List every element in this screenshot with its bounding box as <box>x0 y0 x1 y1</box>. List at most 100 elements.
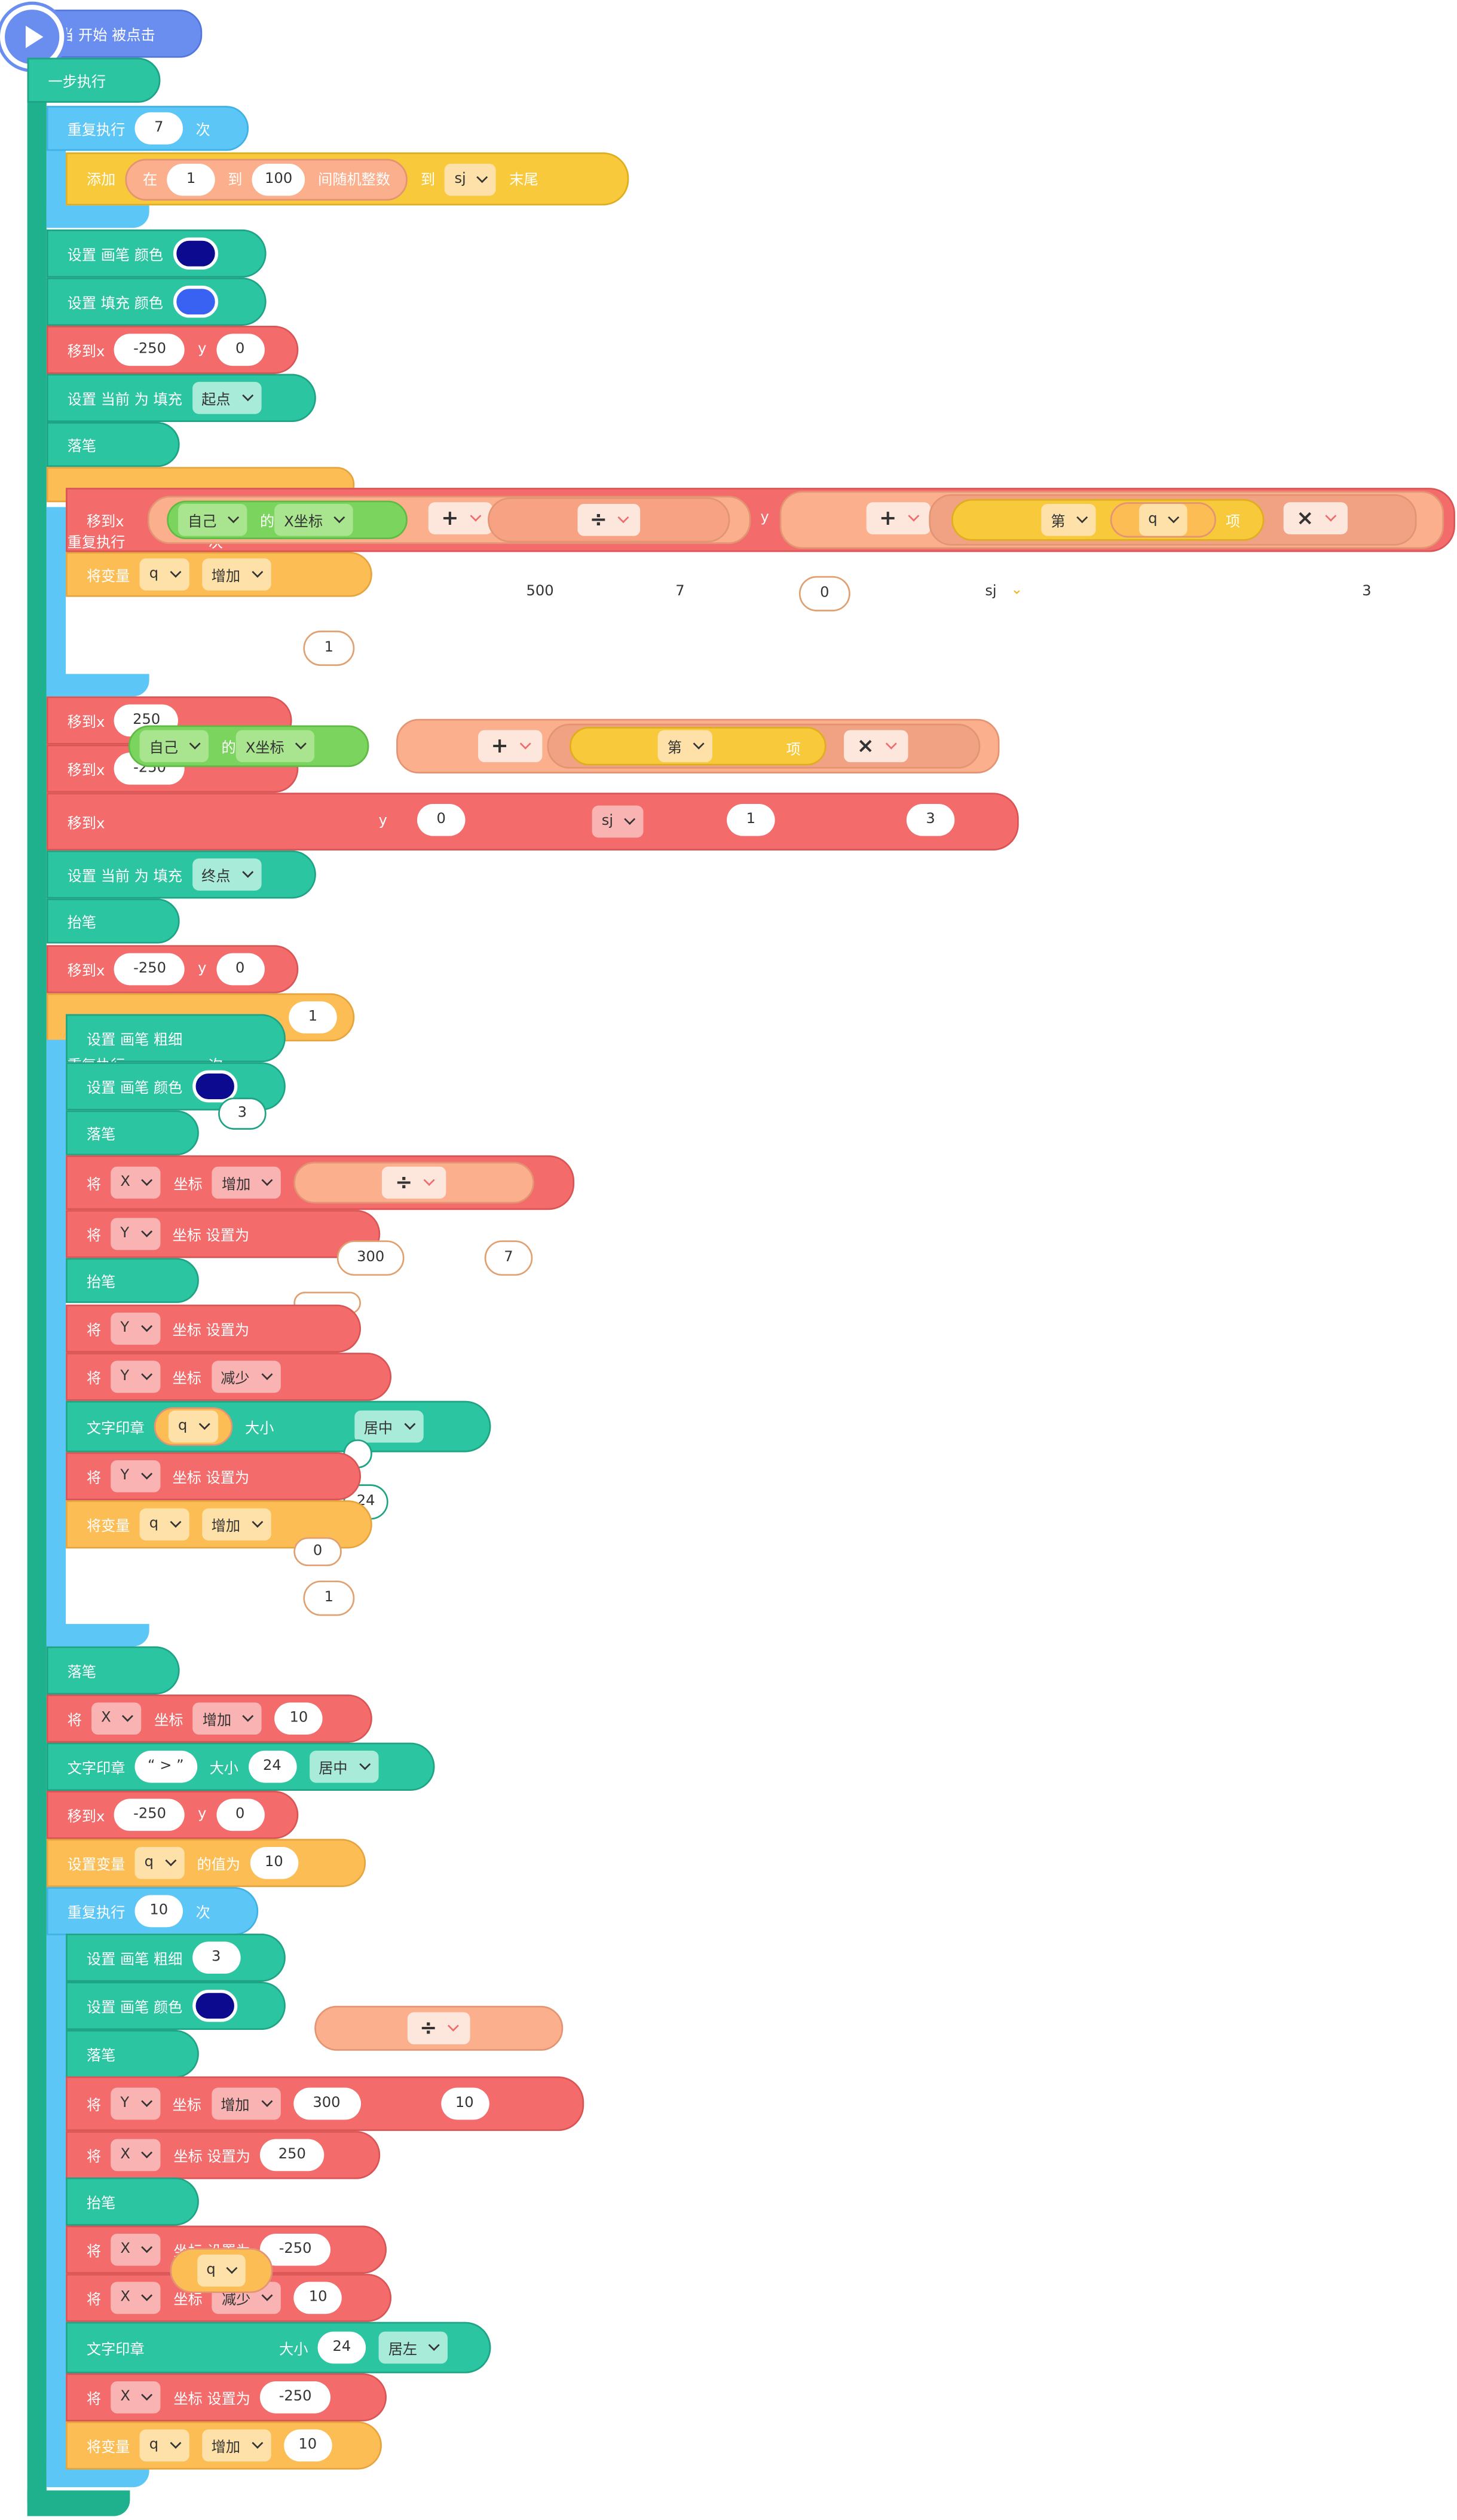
var-dropdown-4[interactable]: q <box>139 2429 189 2462</box>
coord-op-dropdown-1[interactable]: 增加 <box>212 1166 281 1199</box>
axis-dropdown-8[interactable]: X <box>111 2139 161 2172</box>
set-fill-color-block[interactable]: 设置 填充 颜色 <box>46 277 267 326</box>
change-coord-block-3[interactable]: 将 X 坐标 增加 10 <box>46 1694 372 1743</box>
move-to-block-6[interactable]: 移到x -250 y 0 <box>46 1791 299 1839</box>
var-dropdown[interactable]: q <box>139 558 189 591</box>
list-dropdown[interactable]: sj <box>445 163 497 195</box>
set-pen-color-block-3[interactable]: 设置 画笔 颜色 <box>66 1981 286 2030</box>
change-coord-block-4[interactable]: 将 Y 坐标 增加 300 10 <box>66 2076 584 2131</box>
stamp-align-dropdown-3[interactable]: 居左 <box>378 2331 448 2364</box>
coord-value-7b[interactable]: 10 <box>440 2087 489 2120</box>
axis-dropdown-2[interactable]: Y <box>111 1218 160 1250</box>
set-coord-block-5[interactable]: 将 X 坐标 设置为 -250 <box>66 2225 387 2274</box>
move4-one-input[interactable]: 1 <box>727 803 775 836</box>
nth-item-reporter[interactable]: 第 <box>951 499 1265 541</box>
move6-y-input[interactable]: 0 <box>216 1799 265 1831</box>
set-var-hidden-value[interactable]: 1 <box>289 1001 337 1033</box>
plus-operator-3[interactable]: + <box>469 730 552 763</box>
run-once-block[interactable]: 一步执行 <box>27 57 161 103</box>
stamp-var-reporter[interactable]: q <box>154 1407 232 1446</box>
stamp-align-dropdown[interactable]: 居中 <box>354 1410 424 1443</box>
axis-dropdown-4[interactable]: Y <box>111 1360 160 1393</box>
var-op-dropdown-4[interactable]: 增加 <box>201 2429 271 2462</box>
axis-dropdown-5[interactable]: Y <box>111 1460 160 1493</box>
setvar3-var-dropdown[interactable]: q <box>134 1846 185 1879</box>
div-reporter-3[interactable]: ÷ <box>314 2005 564 2051</box>
div-operator-2[interactable]: ÷ <box>382 1166 446 1199</box>
move-to-block-1[interactable]: 移到x -250 y 0 <box>46 325 299 374</box>
set-pen-color-block[interactable]: 设置 画笔 颜色 <box>46 229 267 278</box>
div-operator-3[interactable]: ÷ <box>406 2012 471 2045</box>
pen-up-block-3[interactable]: 抬笔 <box>66 2178 199 2226</box>
coord-value-11[interactable]: -250 <box>260 2381 331 2414</box>
set-current-fill-block-2[interactable]: 设置 当前 为 填充 终点 <box>46 850 316 899</box>
times-operator-2[interactable]: × <box>834 730 917 763</box>
coord-value-8[interactable]: 250 <box>260 2139 325 2172</box>
axis-dropdown-11[interactable]: X <box>111 2381 161 2414</box>
self-xcoord-reporter-2[interactable]: 自己 的 X坐标 <box>128 725 369 767</box>
change-coord-block-2[interactable]: 将 Y 坐标 减少 <box>66 1353 392 1401</box>
pen-up-block-1[interactable]: 抬笔 <box>46 898 180 944</box>
repeat-block-1[interactable]: 重复执行 7 次 <box>46 106 249 151</box>
stamp-text-input[interactable]: “ > ” <box>134 1750 197 1783</box>
fill-point-dropdown-2[interactable]: 终点 <box>192 858 261 891</box>
q-dropdown[interactable]: q <box>1138 503 1188 536</box>
pen-color-swatch-3[interactable] <box>192 1989 237 2022</box>
nth-item-reporter-2[interactable]: 第 <box>570 727 827 766</box>
move-to-block-5[interactable]: 移到x -250 y 0 <box>46 945 299 993</box>
div-operator-1[interactable]: ÷ <box>577 503 641 536</box>
var-dropdown-2[interactable]: q <box>139 1508 189 1541</box>
pen-down-block-3[interactable]: 落笔 <box>46 1646 180 1695</box>
text-stamp-block-3[interactable]: 文字印章 大小 24 居左 <box>66 2322 491 2374</box>
plus-operator[interactable]: + <box>419 502 502 534</box>
stamp-var-dropdown[interactable]: q <box>168 1410 218 1443</box>
axis-dropdown-1[interactable]: X <box>111 1166 161 1199</box>
move-y-input[interactable]: 0 <box>216 334 265 366</box>
var-op-dropdown[interactable]: 增加 <box>201 558 271 591</box>
axis-dropdown-9[interactable]: X <box>111 2233 161 2266</box>
axis-dropdown-6[interactable]: X <box>91 1702 142 1735</box>
axis-dropdown-7[interactable]: Y <box>111 2087 160 2120</box>
coord-op-dropdown-6[interactable]: 增加 <box>192 1702 262 1735</box>
pen-down-block-1[interactable]: 落笔 <box>46 422 180 467</box>
var-op-dropdown-2[interactable]: 增加 <box>201 1508 271 1541</box>
repeat4-count-input[interactable]: 10 <box>134 1895 183 1928</box>
set-coord-block-6[interactable]: 将 X 坐标 设置为 -250 <box>66 2373 387 2422</box>
coord-value-9[interactable]: -250 <box>260 2233 331 2266</box>
axis-dropdown-3[interactable]: Y <box>111 1313 160 1345</box>
move4-three-input[interactable]: 3 <box>906 803 955 836</box>
plus-operator-2[interactable]: + <box>857 502 940 534</box>
add-to-list-block[interactable]: 添加 在 1 到 100 间随机整数 到 sj 末尾 <box>66 152 629 206</box>
pen-down-block-2[interactable]: 落笔 <box>66 1110 199 1155</box>
var-value-4[interactable]: 10 <box>283 2429 332 2462</box>
pen-up-block-2[interactable]: 抬笔 <box>66 1258 199 1303</box>
coord-op-dropdown-7[interactable]: 增加 <box>211 2087 280 2120</box>
random-from-input[interactable]: 1 <box>167 163 215 195</box>
self-dropdown[interactable]: 自己 <box>177 503 247 536</box>
self-xcoord-reporter[interactable]: 自己 的 X坐标 <box>167 500 408 540</box>
axis-dropdown-10[interactable]: X <box>111 2282 161 2314</box>
move6-x-input[interactable]: -250 <box>114 1799 185 1831</box>
pen-color-swatch[interactable] <box>173 237 218 270</box>
times-operator[interactable]: × <box>1274 502 1357 534</box>
div-reporter-1[interactable]: ÷ <box>488 497 730 543</box>
coord-value-10[interactable]: 10 <box>293 2282 342 2314</box>
repeat-count-input[interactable]: 7 <box>134 112 183 145</box>
text-stamp-block-1[interactable]: 文字印章 q 大小 居中 <box>66 1400 491 1452</box>
change-var-block-4[interactable]: 将变量 q 增加 10 <box>66 2421 382 2470</box>
q-var-reporter-2[interactable]: q <box>170 2248 273 2293</box>
setvar3-value[interactable]: 10 <box>250 1846 298 1879</box>
stamp-size-input-2[interactable]: 24 <box>248 1750 296 1783</box>
move5-y-input[interactable]: 0 <box>216 953 265 986</box>
q-var-reporter[interactable]: q <box>1110 502 1216 538</box>
random-int-reporter[interactable]: 在 1 到 100 间随机整数 <box>125 158 408 200</box>
set-pen-width-block-1[interactable]: 设置 画笔 粗细 <box>66 1014 286 1063</box>
set-current-fill-block-1[interactable]: 设置 当前 为 填充 起点 <box>46 374 316 423</box>
set-coord-block-3[interactable]: 将 Y 坐标 设置为 <box>66 1452 362 1501</box>
set-coord-block-1[interactable]: 将 Y 坐标 设置为 <box>66 1210 381 1258</box>
coord-value-7a[interactable]: 300 <box>293 2087 360 2120</box>
coord-value-6[interactable]: 10 <box>274 1702 323 1735</box>
set-var-block-3[interactable]: 设置变量 q 的值为 10 <box>46 1839 366 1888</box>
stamp-size-input-3[interactable]: 24 <box>317 2331 366 2364</box>
nth-list-dropdown[interactable]: 第 <box>1041 503 1096 536</box>
